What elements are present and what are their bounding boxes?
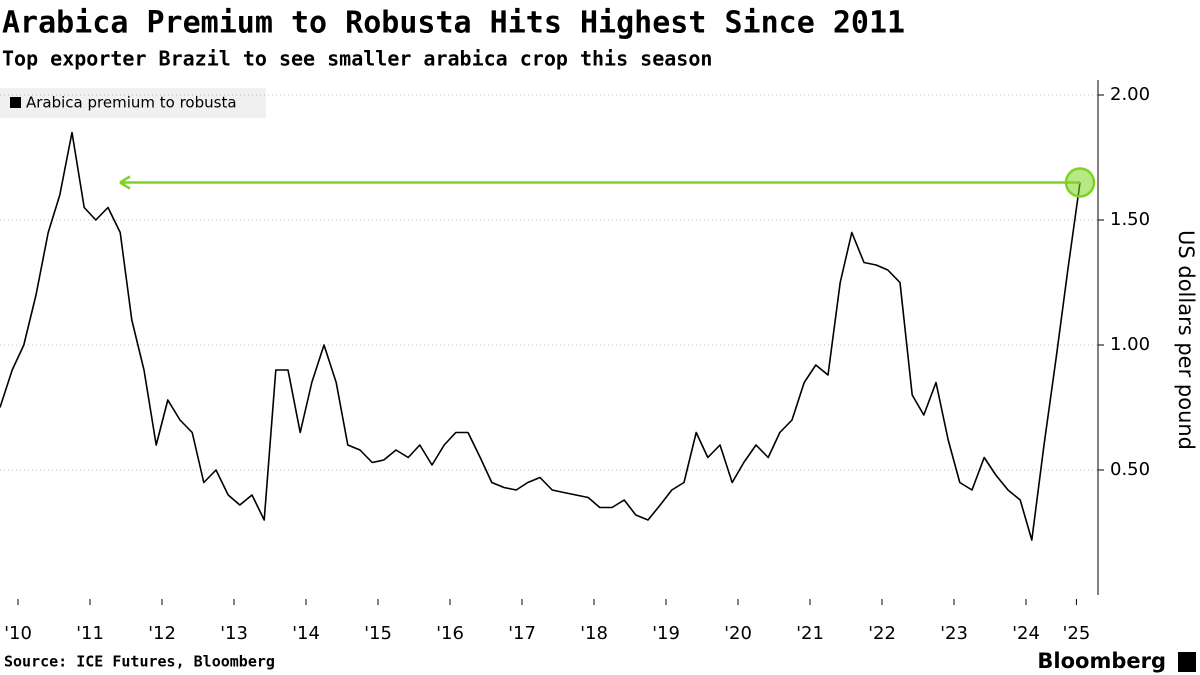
x-tick-label: '19 [652, 623, 680, 644]
y-tick-label: 1.50 [1110, 209, 1150, 230]
x-tick-label: '14 [292, 623, 320, 644]
source: Source: ICE Futures, Bloomberg [4, 653, 275, 671]
x-tick-label: '24 [1012, 623, 1040, 644]
x-tick-label: '22 [868, 623, 896, 644]
x-tick-label: '25 [1062, 623, 1090, 644]
x-tick-label: '16 [436, 623, 464, 644]
brand-icon [1178, 652, 1196, 672]
y-axis-label: US dollars per pound [1174, 230, 1198, 450]
x-tick-label: '17 [508, 623, 536, 644]
x-tick-label: '20 [724, 623, 752, 644]
chart-title: Arabica Premium to Robusta Hits Highest … [2, 6, 905, 41]
x-tick-label: '18 [580, 623, 608, 644]
legend [0, 88, 266, 118]
brand: Bloomberg [1037, 649, 1166, 673]
x-tick-label: '13 [220, 623, 248, 644]
chart-subtitle: Top exporter Brazil to see smaller arabi… [2, 47, 712, 71]
legend-swatch [10, 97, 21, 108]
x-tick-label: '21 [796, 623, 824, 644]
data-line [0, 131, 1081, 541]
x-tick-label: '12 [148, 623, 176, 644]
x-tick-label: '10 [4, 623, 32, 644]
y-tick-label: 1.00 [1110, 334, 1150, 355]
highlight-circle [1064, 167, 1096, 198]
legend-label: Arabica premium to robusta [26, 94, 237, 112]
y-tick-label: 2.00 [1110, 84, 1150, 105]
highlight-arrowhead [119, 175, 131, 190]
y-tick-label: 0.50 [1110, 459, 1150, 480]
x-tick-label: '23 [940, 623, 968, 644]
x-tick-label: '11 [76, 623, 104, 644]
x-tick-label: '15 [364, 623, 392, 644]
